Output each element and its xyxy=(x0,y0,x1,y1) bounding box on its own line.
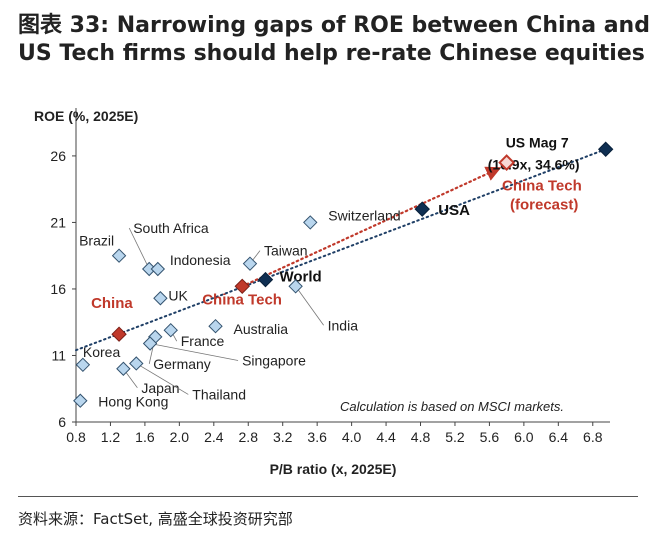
leader-line xyxy=(136,363,189,395)
point-label: Australia xyxy=(234,321,289,337)
x-tick-label: 3.2 xyxy=(273,429,293,445)
point-marker xyxy=(150,261,166,277)
point-marker xyxy=(242,256,258,271)
x-axis-label: P/B ratio (x, 2025E) xyxy=(270,461,397,477)
leader-line xyxy=(149,343,239,361)
y-tick-label: 26 xyxy=(50,148,66,164)
point-label: Germany xyxy=(153,356,211,372)
point-marker xyxy=(163,322,178,338)
point-label: South Africa xyxy=(133,220,209,236)
y-tick-label: 16 xyxy=(50,281,66,297)
point-label: France xyxy=(181,333,225,349)
trendline xyxy=(75,148,607,352)
point-marker xyxy=(414,201,430,217)
chart-title: 图表 33: Narrowing gaps of ROE between Chi… xyxy=(18,13,650,66)
y-tick-label: 21 xyxy=(50,214,66,230)
x-tick-label: 2.8 xyxy=(239,429,259,445)
x-tick-label: 6.4 xyxy=(549,429,569,445)
point-label: India xyxy=(328,317,359,333)
x-tick-label: 6.8 xyxy=(583,429,603,445)
point-label: World xyxy=(279,269,321,286)
point-label: Thailand xyxy=(192,386,246,402)
chart-annotation: Calculation is based on MSCI markets. xyxy=(340,399,564,414)
point-label: Taiwan xyxy=(264,243,308,259)
point-marker xyxy=(257,271,274,288)
point-label: UK xyxy=(168,287,188,303)
x-tick-label: 4.4 xyxy=(376,429,396,445)
y-tick-label: 6 xyxy=(58,414,66,430)
forecast-arrow xyxy=(241,166,502,288)
point-marker xyxy=(597,141,614,157)
x-tick-label: 1.6 xyxy=(135,429,155,445)
point-marker xyxy=(111,326,127,342)
leader-line xyxy=(128,227,150,270)
source-note: 资料来源：FactSet, 高盛全球投资研究部 xyxy=(18,510,293,528)
point-label: China xyxy=(91,295,133,312)
point-marker xyxy=(73,393,88,408)
point-marker xyxy=(142,336,158,351)
point-marker xyxy=(153,291,168,306)
x-tick-label: 6.0 xyxy=(514,429,534,445)
y-tick-label: 11 xyxy=(51,347,66,363)
point-marker xyxy=(303,215,318,230)
point-label: Brazil xyxy=(79,233,114,249)
point-label: Hong Kong xyxy=(98,394,168,410)
point-marker xyxy=(111,248,127,263)
x-tick-label: 5.6 xyxy=(480,429,500,445)
point-label: Singapore xyxy=(242,353,306,369)
footer-divider xyxy=(18,496,638,497)
x-tick-label: 2.4 xyxy=(204,429,224,445)
x-tick-label: 2.0 xyxy=(170,429,190,445)
point-sublabel: (forecast) xyxy=(510,197,578,214)
point-label: US Mag 7 xyxy=(506,134,569,150)
point-marker xyxy=(234,278,250,295)
point-label: China Tech xyxy=(502,178,582,195)
point-label: China Tech xyxy=(202,291,282,308)
x-tick-label: 0.8 xyxy=(66,429,86,445)
point-marker xyxy=(129,356,144,371)
point-label: Korea xyxy=(83,344,121,360)
x-tick-label: 3.6 xyxy=(307,429,327,445)
x-tick-label: 5.2 xyxy=(445,429,465,445)
point-label: Switzerland xyxy=(328,207,400,223)
x-tick-label: 1.2 xyxy=(101,429,121,445)
point-label: USA xyxy=(438,202,470,219)
point-label: Indonesia xyxy=(170,252,231,268)
scatter-chart: 0.8 1.2 1.6 2.0 2.4 2.8 3.2 3.6 4.0 4.4 4.8 5.2 5.6 6… xyxy=(34,108,614,477)
x-tick-label: 4.8 xyxy=(411,429,431,445)
point-marker xyxy=(116,361,131,376)
point-marker xyxy=(288,279,303,294)
x-tick-label: 4.0 xyxy=(342,429,362,445)
point-marker xyxy=(498,154,516,171)
y-axis-label: ROE (%, 2025E) xyxy=(34,108,138,124)
point-marker xyxy=(75,357,91,372)
leader-line xyxy=(295,286,324,326)
point-marker xyxy=(208,319,223,334)
